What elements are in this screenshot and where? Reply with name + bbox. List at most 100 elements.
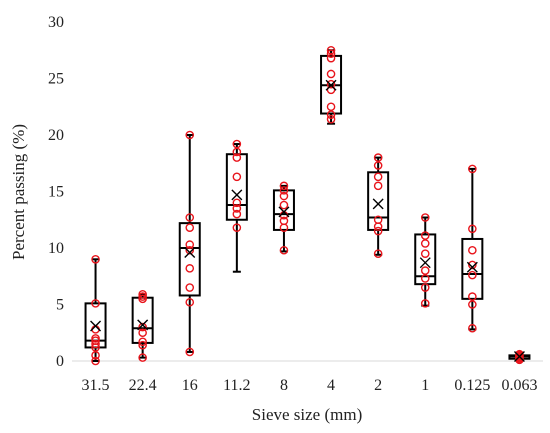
data-point: [138, 353, 147, 362]
y-tick-label: 5: [56, 297, 64, 314]
data-point: [373, 172, 383, 182]
data-point: [420, 283, 430, 292]
data-point: [279, 181, 289, 191]
mean-marker: [184, 247, 196, 259]
data-point: [468, 224, 477, 234]
box-iqr: [178, 222, 201, 297]
data-point: [91, 351, 100, 360]
data-point: [420, 299, 430, 308]
data-point: [326, 53, 336, 63]
data-point: [185, 240, 195, 249]
data-point: [232, 139, 242, 149]
data-point: [326, 102, 336, 112]
data-point: [91, 299, 100, 308]
data-point: [138, 337, 147, 347]
data-point: [326, 69, 336, 79]
data-point: [279, 245, 289, 255]
data-point: [138, 290, 147, 299]
data-point: [420, 274, 430, 283]
data-point: [468, 323, 477, 333]
data-point: [232, 223, 242, 232]
data-point: [373, 226, 383, 236]
x-tick-label: 8: [280, 377, 288, 394]
data-point: [373, 161, 383, 170]
x-tick-label: 11.2: [223, 377, 250, 394]
mean-marker: [278, 206, 290, 218]
mean-marker: [325, 79, 337, 91]
data-point: [185, 213, 195, 222]
data-point: [420, 239, 430, 248]
y-axis-title: Percent passing (%): [9, 124, 28, 260]
data-point: [91, 254, 100, 264]
data-point: [185, 264, 195, 273]
data-point: [279, 191, 289, 201]
mean-marker: [231, 189, 243, 201]
data-point: [232, 209, 242, 219]
data-point: [279, 216, 289, 226]
data-point: [138, 328, 147, 338]
data-point: [515, 349, 524, 359]
data-point: [279, 186, 289, 195]
y-tick-label: 0: [56, 353, 64, 370]
x-tick-label: 16: [182, 377, 198, 394]
y-tick-label: 10: [48, 240, 64, 257]
data-point: [185, 130, 195, 140]
data-point: [91, 334, 100, 343]
y-tick-label: 30: [48, 14, 64, 31]
data-point: [420, 249, 430, 258]
y-tick-label: 15: [48, 184, 64, 201]
data-point: [373, 153, 383, 162]
data-point: [279, 200, 289, 210]
data-point: [185, 245, 195, 255]
mean-marker: [90, 320, 102, 332]
mean-marker: [419, 257, 431, 269]
data-point: [138, 340, 147, 350]
data-point: [185, 297, 195, 307]
data-point: [232, 172, 242, 182]
data-point: [326, 49, 336, 58]
x-tick-label: 0.063: [501, 377, 537, 394]
data-point: [232, 198, 242, 208]
x-tick-label: 4: [327, 377, 335, 394]
data-point: [373, 215, 383, 225]
mean-marker: [513, 350, 525, 362]
data-point: [468, 260, 477, 270]
x-tick-label: 2: [374, 377, 382, 394]
data-point: [326, 110, 336, 119]
data-point: [326, 114, 336, 124]
data-point: [326, 79, 336, 89]
data-point: [232, 147, 242, 157]
mean-marker: [372, 198, 384, 210]
x-tick-label: 1: [421, 377, 429, 394]
data-point: [326, 45, 336, 55]
box-iqr: [461, 237, 484, 300]
box-iqr: [272, 189, 295, 231]
data-point: [185, 347, 195, 357]
data-point: [185, 223, 195, 232]
data-point: [91, 356, 100, 366]
data-point: [373, 249, 383, 258]
data-point: [232, 153, 242, 162]
x-tick-label: 0.125: [454, 377, 490, 394]
data-point: [420, 266, 430, 275]
mean-marker: [466, 261, 478, 273]
x-axis-title: Sieve size (mm): [252, 405, 362, 424]
x-tick-label: 31.5: [82, 377, 110, 394]
data-point: [420, 231, 430, 240]
y-tick-label: 25: [48, 71, 64, 88]
data-point: [468, 300, 477, 309]
data-point: [185, 283, 195, 292]
y-tick-label: 20: [48, 127, 64, 144]
data-point: [91, 339, 100, 349]
data-point: [468, 164, 477, 174]
data-point: [468, 245, 477, 255]
data-point: [232, 204, 242, 213]
mean-marker: [137, 319, 149, 331]
data-point: [420, 213, 430, 222]
data-point: [468, 292, 477, 301]
x-tick-label: 22.4: [129, 377, 157, 394]
data-point: [373, 181, 383, 191]
data-point: [468, 270, 477, 280]
